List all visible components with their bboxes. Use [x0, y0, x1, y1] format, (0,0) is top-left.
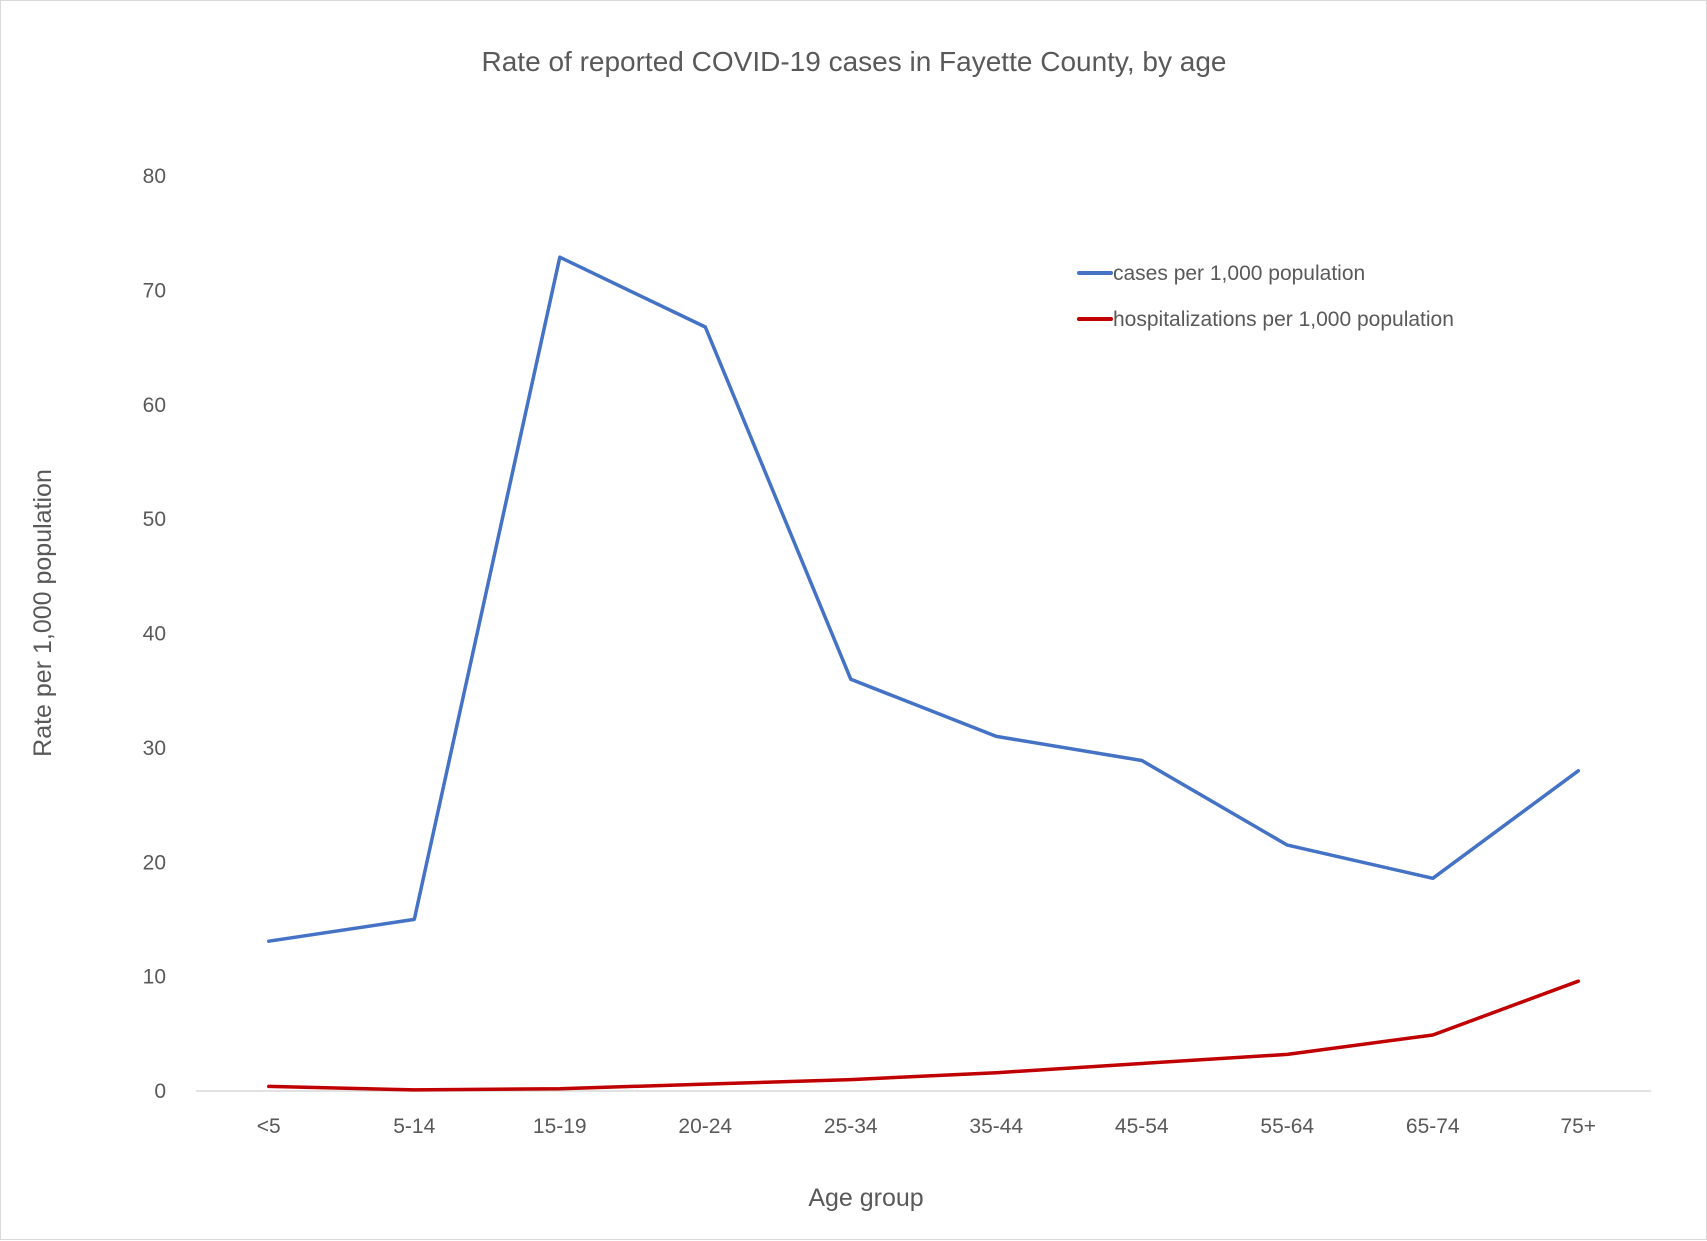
x-tick-label: 55-64 — [1260, 1115, 1314, 1138]
series-lines — [267, 255, 1581, 1092]
y-tick-label: 30 — [143, 737, 166, 760]
x-tick-label: 25-34 — [824, 1115, 878, 1138]
x-tick-label: 35-44 — [969, 1115, 1023, 1138]
x-tick-label: 45-54 — [1115, 1115, 1169, 1138]
y-tick-label: 60 — [143, 394, 166, 417]
y-tick-label: 80 — [143, 165, 166, 188]
x-tick-label: 5-14 — [393, 1115, 435, 1138]
x-tick-label: 75+ — [1560, 1115, 1596, 1138]
legend-item-2: hospitalizations per 1,000 population — [1077, 308, 1454, 331]
legend-label: cases per 1,000 population — [1113, 262, 1365, 285]
x-axis-ticks: <5 5-14 15-19 20-24 25-34 35-44 45-54 55-64 65-7… — [257, 1115, 1596, 1138]
y-tick-label: 0 — [154, 1080, 166, 1103]
y-tick-label: 50 — [143, 508, 166, 531]
y-tick-label: 10 — [143, 966, 166, 989]
y-axis-ticks: 0 10 20 30 40 50 60 70 80 — [143, 165, 166, 1103]
y-tick-label: 40 — [143, 623, 166, 646]
legend: cases per 1,000 population hospitalizatio… — [1077, 262, 1454, 331]
series-line-2 — [267, 979, 1581, 1092]
y-tick-label: 70 — [143, 279, 166, 302]
x-tick-label: <5 — [257, 1115, 281, 1138]
x-tick-label: 20-24 — [678, 1115, 732, 1138]
legend-label: hospitalizations per 1,000 population — [1113, 308, 1454, 331]
series-line-1 — [267, 255, 1581, 943]
x-tick-label: 65-74 — [1406, 1115, 1460, 1138]
x-axis-label: Age group — [808, 1184, 923, 1212]
y-tick-label: 20 — [143, 851, 166, 874]
x-tick-label: 15-19 — [533, 1115, 587, 1138]
chart-title: Rate of reported COVID-19 cases in Fayet… — [482, 46, 1227, 77]
y-axis-label: Rate per 1,000 population — [29, 469, 57, 757]
legend-item-1: cases per 1,000 population — [1077, 262, 1365, 285]
